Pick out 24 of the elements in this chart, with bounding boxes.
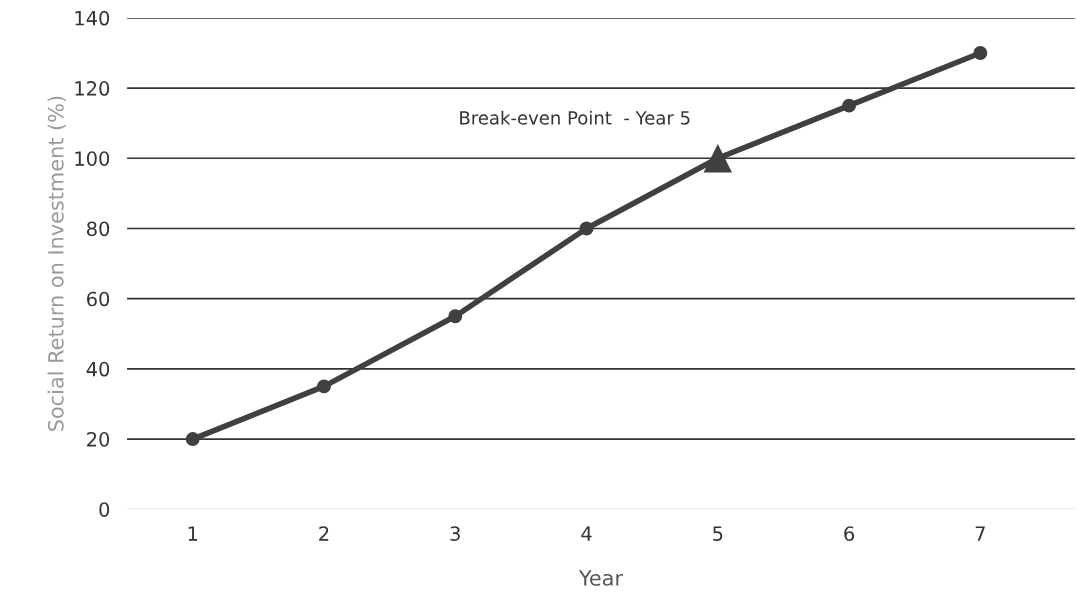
y-tick-label: 100: [75, 151, 110, 166]
point: [579, 221, 594, 236]
annotation: Break-even Point - Year 5: [460, 110, 690, 125]
y-axis-title: Social Return on Investment (%): [47, 96, 67, 431]
x-tick-label: 4: [581, 526, 592, 541]
x-tick-label: 6: [844, 526, 855, 541]
point: [317, 379, 331, 394]
point: [185, 432, 200, 446]
y-tick-label: 0: [99, 502, 110, 517]
y-tick-label: 140: [75, 10, 110, 26]
y-tick-label: 40: [86, 361, 110, 377]
point: [842, 98, 857, 113]
x-tick-label: 5: [713, 526, 723, 541]
x-axis-title: Year: [578, 570, 624, 586]
y-tick-label: 120: [75, 81, 110, 96]
y-tick-label: 80: [86, 221, 110, 237]
point: [448, 309, 463, 324]
y-tick-label: 60: [87, 291, 110, 307]
point: [973, 46, 988, 60]
x-tick-label: 7: [975, 526, 985, 541]
x-tick-label: 3: [450, 526, 460, 541]
x-tick-label: 2: [319, 526, 329, 541]
y-tick-label: 20: [87, 432, 110, 447]
x-tick-label: 1: [188, 526, 198, 541]
